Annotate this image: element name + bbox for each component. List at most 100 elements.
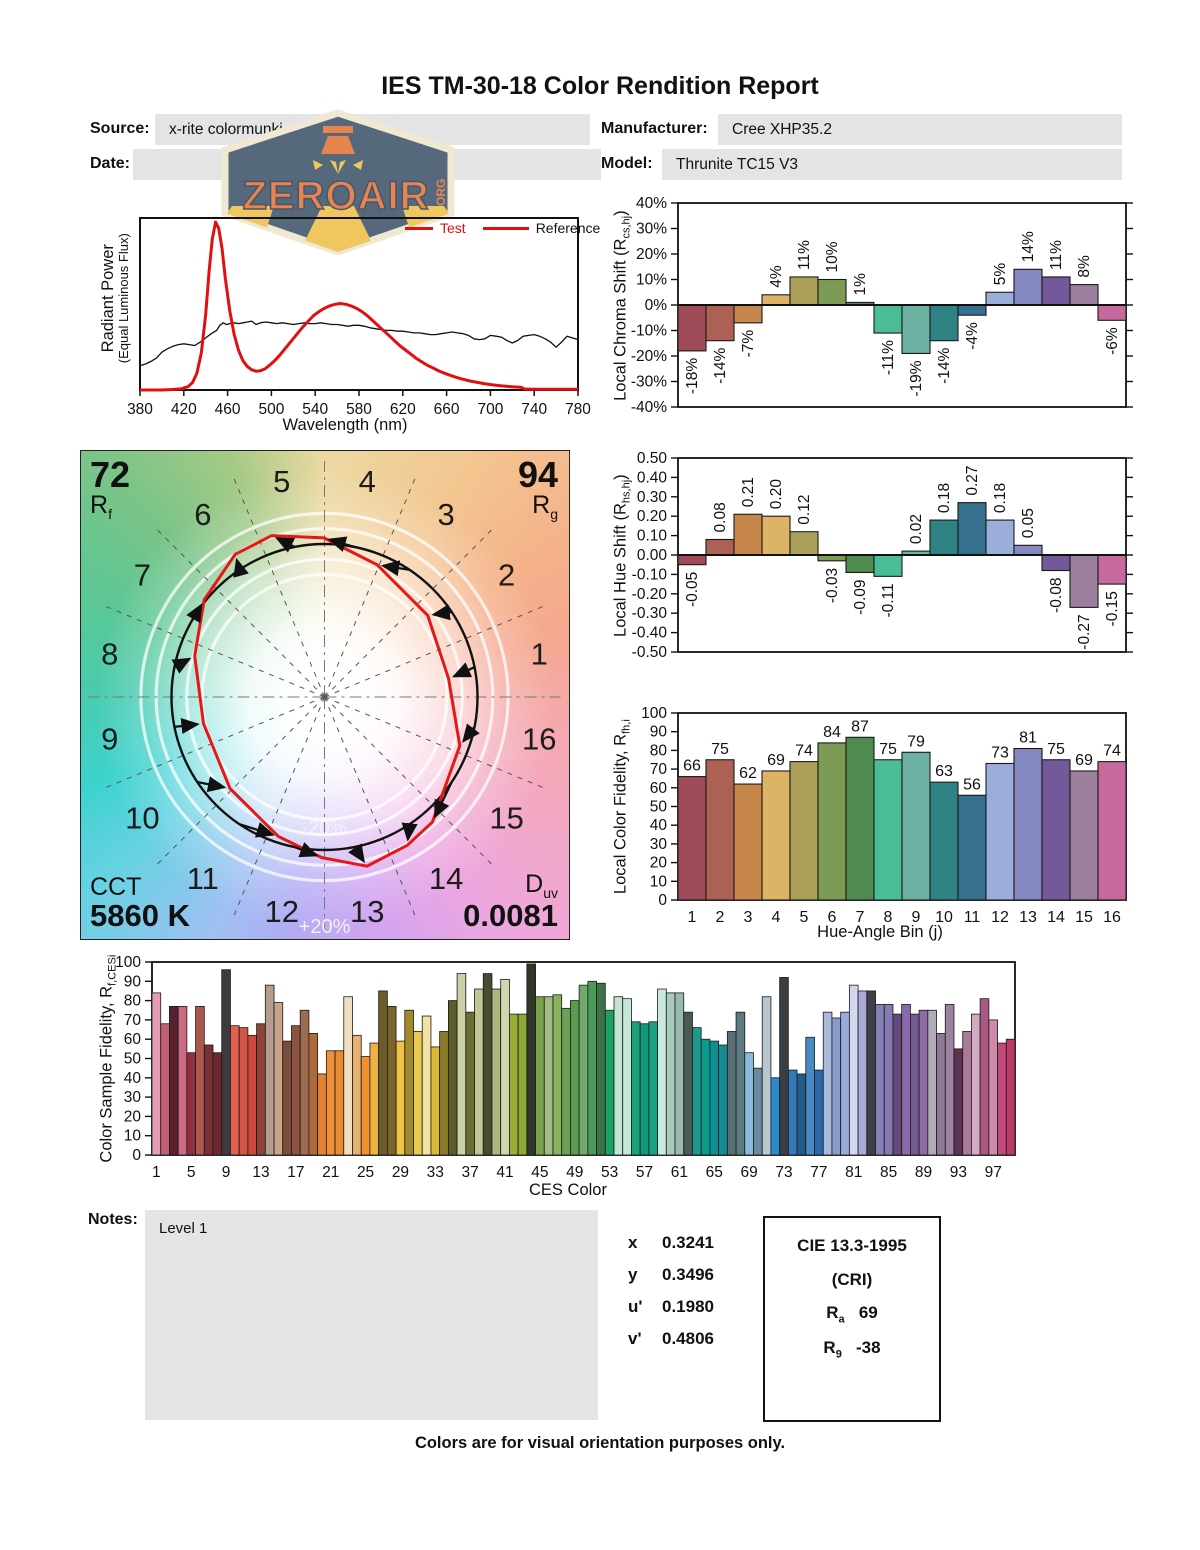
svg-text:10: 10 (125, 801, 159, 836)
svg-text:9: 9 (222, 1164, 231, 1181)
svg-text:84: 84 (823, 724, 841, 741)
svg-text:30: 30 (124, 1089, 142, 1106)
svg-text:2: 2 (498, 557, 515, 592)
svg-text:14: 14 (1047, 909, 1065, 926)
svg-text:4: 4 (772, 909, 781, 926)
svg-text:8: 8 (101, 636, 118, 671)
svg-text:10: 10 (124, 1128, 142, 1145)
svg-text:4%: 4% (768, 265, 785, 288)
svg-text:-0.10: -0.10 (632, 566, 668, 583)
svg-text:0.00: 0.00 (637, 547, 668, 564)
svg-text:10%: 10% (824, 241, 841, 272)
duv-readout: Duv 0.0081 (463, 870, 558, 933)
svg-text:0.18: 0.18 (936, 483, 953, 513)
spd-y-axis-label: Radiant Power (Equal Luminous Flux) (98, 233, 131, 364)
svg-text:100: 100 (641, 705, 667, 722)
model-label: Model: (601, 155, 653, 172)
svg-text:25: 25 (357, 1164, 374, 1181)
cri-box: CIE 13.3-1995 (CRI) Ra 69 R9 -38 (763, 1216, 941, 1422)
svg-text:14%: 14% (1020, 231, 1037, 262)
svg-text:63: 63 (935, 763, 953, 780)
svg-text:-14%: -14% (712, 347, 729, 383)
svg-text:70: 70 (124, 1012, 142, 1029)
spd-legend: Test Reference (405, 220, 600, 236)
svg-text:10: 10 (650, 873, 668, 890)
svg-text:11%: 11% (796, 240, 813, 270)
svg-text:60: 60 (650, 780, 668, 797)
svg-text:80: 80 (124, 993, 142, 1010)
svg-text:79: 79 (907, 733, 925, 750)
v-prime-label: v' (628, 1329, 642, 1348)
svg-text:73: 73 (775, 1164, 792, 1181)
svg-text:780: 780 (565, 401, 591, 418)
svg-text:-18%: -18% (684, 358, 701, 394)
svg-text:61: 61 (671, 1164, 688, 1181)
ces-fidelity-chart: 100 90 80 70 60 50 40 30 20 10 0 1 5 9 13 17 21 25 29 33 37 4… (88, 952, 1048, 1197)
svg-text:41: 41 (496, 1164, 513, 1181)
ra-row: Ra 69 (826, 1303, 878, 1326)
svg-text:0.08: 0.08 (712, 502, 729, 532)
spd-x-axis-label: Wavelength (nm) (282, 416, 408, 434)
svg-text:4: 4 (359, 464, 376, 499)
svg-text:14: 14 (429, 861, 463, 896)
svg-text:40: 40 (124, 1070, 142, 1087)
svg-text:90: 90 (124, 973, 142, 990)
svg-text:0.12: 0.12 (796, 495, 813, 525)
manufacturer-value: Cree XHP35.2 (718, 114, 1122, 145)
fidelity-x-axis-label: Hue-Angle Bin (j) (817, 923, 943, 941)
svg-text:81: 81 (845, 1164, 862, 1181)
x-value: 0.3241 (662, 1233, 714, 1252)
svg-text:15: 15 (489, 801, 523, 836)
notes-value: Level 1 (145, 1210, 598, 1420)
hue-shift-plot: 0.500.400.300.200.100.00-0.10-0.20-0.30-… (632, 450, 1133, 661)
u-prime-label: u' (628, 1297, 643, 1316)
chromaticity-block: x 0.3241 y 0.3496 u' 0.1980 v' 0.4806 (628, 1233, 714, 1361)
svg-text:3: 3 (744, 909, 753, 926)
svg-text:1%: 1% (852, 273, 869, 296)
svg-text:37: 37 (462, 1164, 479, 1181)
svg-text:7: 7 (134, 557, 151, 592)
svg-text:-7%: -7% (740, 330, 757, 358)
svg-text:74: 74 (1103, 743, 1121, 760)
svg-text:-0.03: -0.03 (824, 568, 841, 603)
svg-text:53: 53 (601, 1164, 618, 1181)
svg-text:9: 9 (101, 722, 118, 757)
svg-text:-0.30: -0.30 (632, 605, 668, 622)
svg-text:100: 100 (115, 954, 141, 971)
date-label: Date: (90, 155, 131, 172)
svg-text:13: 13 (252, 1164, 269, 1181)
rf-readout: 72 Rf (90, 454, 131, 522)
svg-text:660: 660 (434, 401, 460, 418)
svg-text:0.50: 0.50 (637, 450, 668, 467)
svg-text:8: 8 (884, 909, 893, 926)
svg-text:81: 81 (1019, 730, 1037, 747)
svg-text:7: 7 (856, 909, 865, 926)
hue-shift-chart: 0.50 0.40 0.30 0.20 0.10 0.00 -0.10 -0.20 -0.30-… (610, 450, 1150, 695)
svg-text:0.20: 0.20 (768, 479, 785, 510)
svg-text:30: 30 (650, 836, 668, 853)
svg-text:87: 87 (851, 718, 869, 735)
svg-text:97: 97 (985, 1164, 1002, 1181)
u-prime-value: 0.1980 (662, 1297, 714, 1316)
svg-text:500: 500 (258, 401, 284, 418)
svg-text:420: 420 (171, 401, 197, 418)
cct-readout: CCT 5860 K (90, 873, 190, 933)
test-legend-label: Test (440, 220, 466, 236)
svg-text:580: 580 (346, 401, 372, 418)
cri-title: CIE 13.3-1995 (797, 1236, 907, 1255)
svg-text:740: 740 (521, 401, 547, 418)
svg-text:13: 13 (350, 894, 384, 929)
local-fidelity-chart: 100 90 80 70 60 50 40 30 20 10 0 66 75 62 69 74 84 87 75 79… (610, 705, 1150, 958)
svg-text:69: 69 (767, 752, 785, 769)
page-title: IES TM-30-18 Color Rendition Report (381, 72, 819, 100)
svg-text:11%: 11% (1048, 240, 1065, 270)
svg-text:75: 75 (1047, 741, 1065, 758)
svg-text:85: 85 (880, 1164, 897, 1181)
svg-text:33: 33 (427, 1164, 444, 1181)
svg-text:80: 80 (650, 742, 668, 759)
svg-text:+20%: +20% (299, 916, 351, 938)
svg-text:16: 16 (522, 722, 556, 757)
svg-text:29: 29 (392, 1164, 409, 1181)
